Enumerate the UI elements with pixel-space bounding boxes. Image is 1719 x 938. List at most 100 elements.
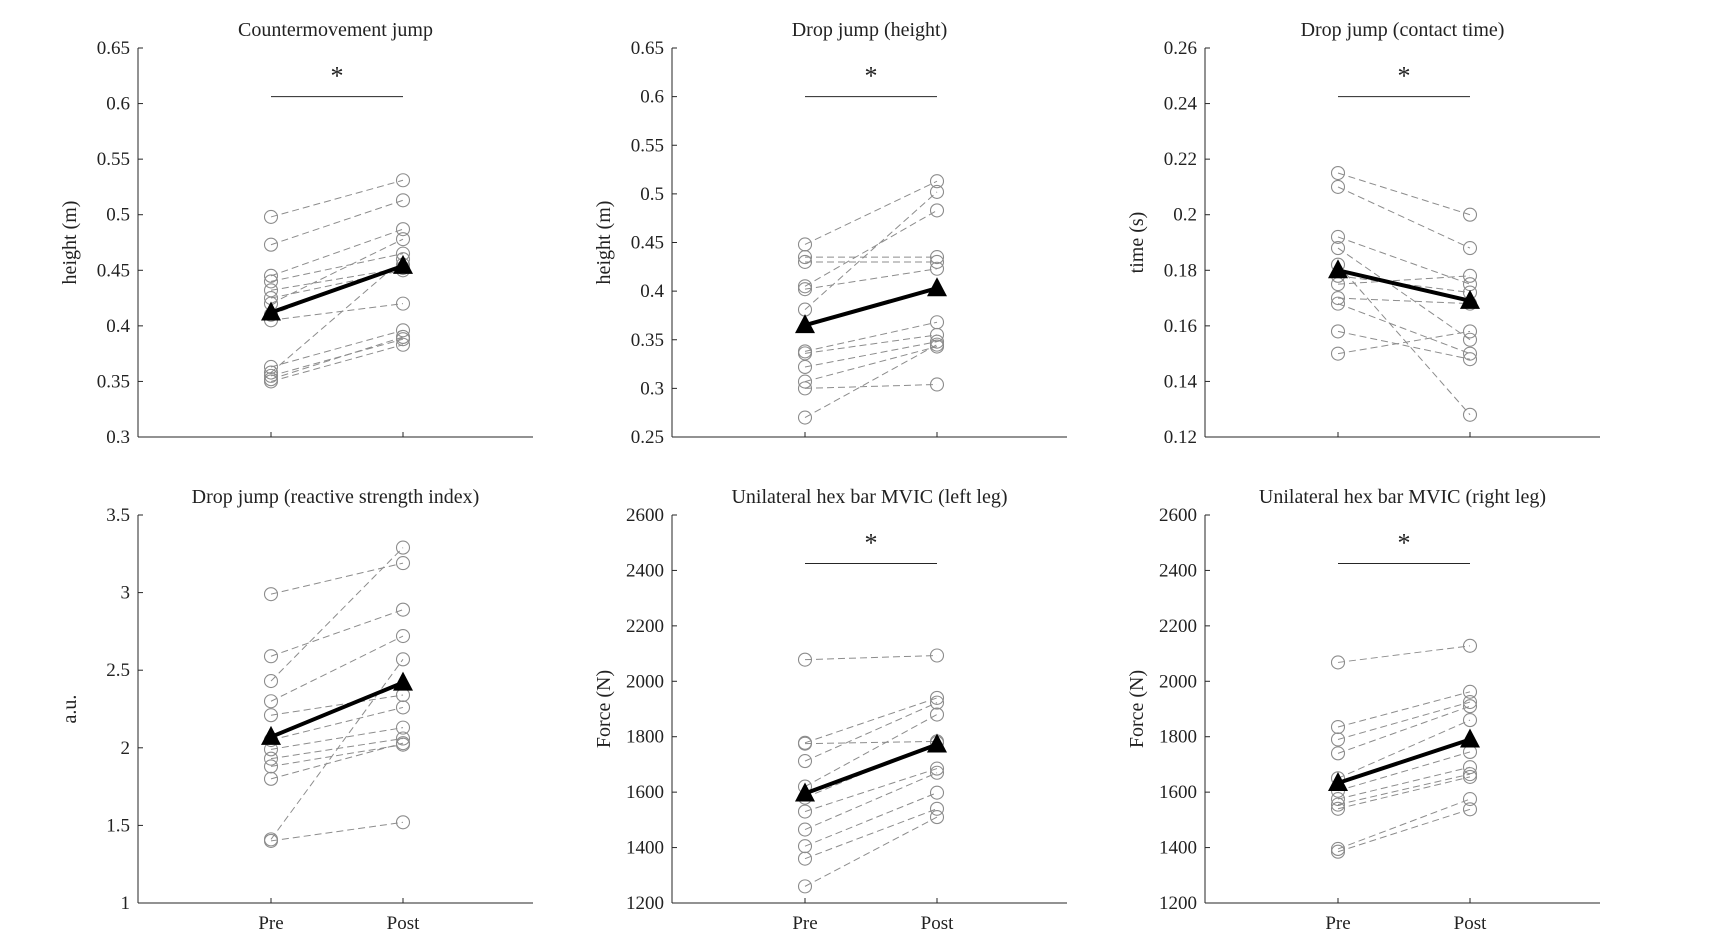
subject-point-pre: [797, 279, 813, 294]
subject-line: [1337, 186, 1471, 249]
subject-series: [797, 801, 945, 866]
y-tick-label: 2400: [626, 560, 664, 581]
subject-series: [263, 629, 411, 709]
subject-series: [263, 737, 411, 774]
mean-line: [270, 680, 404, 739]
mean-marker-pre: [795, 782, 815, 802]
subject-point-post: [1462, 802, 1478, 817]
y-tick-label: 2000: [1159, 671, 1197, 692]
subject-line: [804, 383, 938, 389]
y-tick-label: 1200: [626, 893, 664, 914]
subject-point-post: [929, 337, 945, 352]
subject-series: [797, 337, 945, 425]
subject-series: [1330, 769, 1478, 816]
subject-line: [1337, 773, 1471, 806]
subject-line: [804, 792, 938, 847]
subject-series: [797, 203, 945, 294]
y-tick-label: 0.5: [640, 184, 664, 205]
subject-point-post: [1462, 346, 1478, 361]
subject-point-pre: [797, 754, 813, 769]
subject-series: [797, 377, 945, 396]
subject-series: [263, 193, 411, 252]
chart-title: Drop jump (reactive strength index): [192, 486, 480, 508]
mean-series: [261, 254, 413, 321]
subject-point-post: [1462, 792, 1478, 807]
y-tick-label: 0.5: [106, 205, 130, 226]
y-tick-label: 0.25: [631, 427, 664, 448]
subject-line: [1337, 766, 1471, 800]
subject-point-post: [395, 629, 411, 644]
subject-point-pre: [797, 250, 813, 265]
y-tick-label: 1: [121, 893, 131, 914]
mean-series: [795, 733, 947, 802]
x-tick-label-post: Post: [921, 913, 954, 934]
subject-point-pre: [797, 282, 813, 297]
subject-point-post: [929, 707, 945, 722]
y-tick-label: 0.12: [1164, 427, 1197, 448]
subject-line: [1337, 330, 1471, 355]
subject-line: [804, 772, 938, 831]
mean-marker-post: [927, 733, 947, 753]
subject-series: [1330, 638, 1478, 670]
subject-line: [270, 821, 404, 842]
subject-line: [270, 338, 404, 377]
subject-point-pre: [1330, 324, 1346, 339]
subject-point-post: [395, 173, 411, 188]
subject-line: [804, 697, 938, 744]
subject-point-post: [1462, 767, 1478, 782]
subject-point-pre: [1330, 179, 1346, 194]
y-axis-label: a.u.: [59, 695, 81, 724]
y-axis-label: Force (N): [593, 670, 615, 748]
y-axis-label: height (m): [59, 201, 81, 285]
chart-title: Unilateral hex bar MVIC (left leg): [731, 486, 1007, 508]
subject-point-pre: [1330, 797, 1346, 812]
y-tick-label: 0.3: [640, 378, 664, 399]
y-tick-label: 2600: [1159, 505, 1197, 526]
subject-point-post: [929, 695, 945, 710]
subject-point-pre: [1330, 291, 1346, 306]
y-tick-label: 1200: [1159, 893, 1197, 914]
subject-line: [804, 341, 938, 368]
subject-point-pre: [1330, 241, 1346, 256]
chart-title: Countermovement jump: [238, 19, 433, 41]
subject-line: [270, 253, 404, 282]
subject-point-post: [1462, 760, 1478, 775]
subject-series: [797, 184, 945, 317]
subject-series: [797, 690, 945, 750]
subject-line: [804, 808, 938, 860]
mean-line: [270, 263, 404, 315]
subject-point-post: [395, 323, 411, 338]
subject-point-post: [1462, 268, 1478, 283]
subject-series: [797, 327, 945, 361]
subject-line: [270, 547, 404, 682]
subject-series: [797, 761, 945, 819]
subject-point-post: [1462, 638, 1478, 653]
y-tick-label: 0.45: [97, 260, 130, 281]
y-tick-label: 1600: [1159, 782, 1197, 803]
y-tick-label: 2200: [626, 616, 664, 637]
subject-series: [1330, 684, 1478, 735]
subject-series: [797, 648, 945, 667]
y-tick-label: 0.3: [106, 427, 130, 448]
y-tick-label: 2.5: [106, 660, 130, 681]
subject-point-pre: [263, 268, 279, 283]
subject-line: [270, 238, 404, 305]
subject-point-post: [929, 174, 945, 189]
mean-marker-post: [393, 671, 413, 691]
x-tick-label-pre: Pre: [258, 913, 283, 934]
subject-line: [1337, 705, 1471, 754]
significance-star: *: [331, 62, 344, 91]
subject-series: [263, 173, 411, 224]
y-tick-label: 0.6: [640, 87, 664, 108]
mean-marker-post: [1460, 728, 1480, 748]
subject-point-post: [395, 193, 411, 208]
subject-point-post: [929, 690, 945, 705]
subject-point-pre: [1330, 655, 1346, 670]
x-tick-label-post: Post: [387, 913, 420, 934]
y-tick-label: 1800: [626, 727, 664, 748]
subject-point-pre: [797, 410, 813, 425]
subject-point-post: [929, 334, 945, 349]
x-tick-label-pre: Pre: [1325, 913, 1350, 934]
subject-point-post: [929, 327, 945, 342]
subject-point-pre: [1330, 841, 1346, 857]
